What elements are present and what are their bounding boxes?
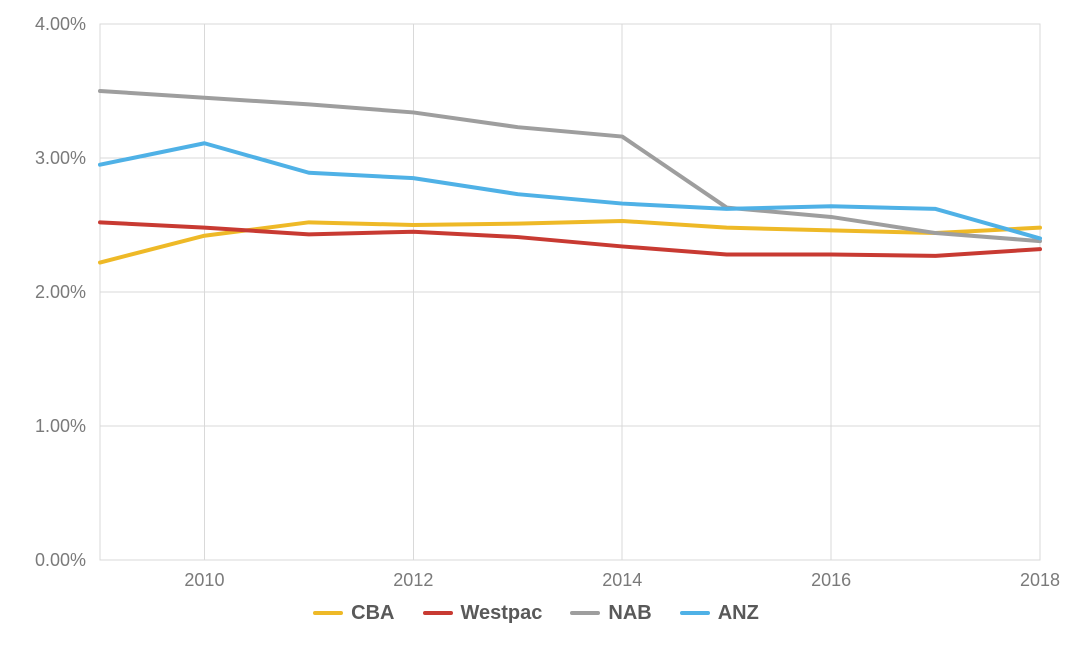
legend-item-westpac: Westpac (423, 602, 543, 625)
x-axis-label: 2016 (811, 570, 851, 590)
y-axis-label: 2.00% (35, 282, 86, 302)
legend-label: CBA (351, 602, 394, 625)
y-axis-label: 4.00% (35, 14, 86, 34)
legend-label: NAB (608, 602, 651, 625)
legend-swatch (570, 611, 600, 615)
x-axis-label: 2014 (602, 570, 642, 590)
chart-canvas: 0.00% 1.00% 2.00% 3.00% 4.00% 2010 2012 2014 201… (0, 0, 1072, 646)
y-axis-label: 0.00% (35, 550, 86, 570)
legend-swatch (423, 611, 453, 615)
x-axis-label: 2018 (1020, 570, 1060, 590)
legend-label: Westpac (461, 602, 543, 625)
legend-item-cba: CBA (313, 602, 394, 625)
legend-swatch (680, 611, 710, 615)
legend-item-anz: ANZ (680, 602, 759, 625)
y-axis-label: 1.00% (35, 416, 86, 436)
y-axis-label: 3.00% (35, 148, 86, 168)
chart-legend: CBA Westpac NAB ANZ (0, 598, 1072, 625)
line-chart: 0.00% 1.00% 2.00% 3.00% 4.00% 2010 2012 2014 201… (0, 0, 1072, 646)
x-axis-label: 2012 (393, 570, 433, 590)
legend-item-nab: NAB (570, 602, 651, 625)
legend-swatch (313, 611, 343, 615)
x-axis-label: 2010 (184, 570, 224, 590)
legend-label: ANZ (718, 602, 759, 625)
